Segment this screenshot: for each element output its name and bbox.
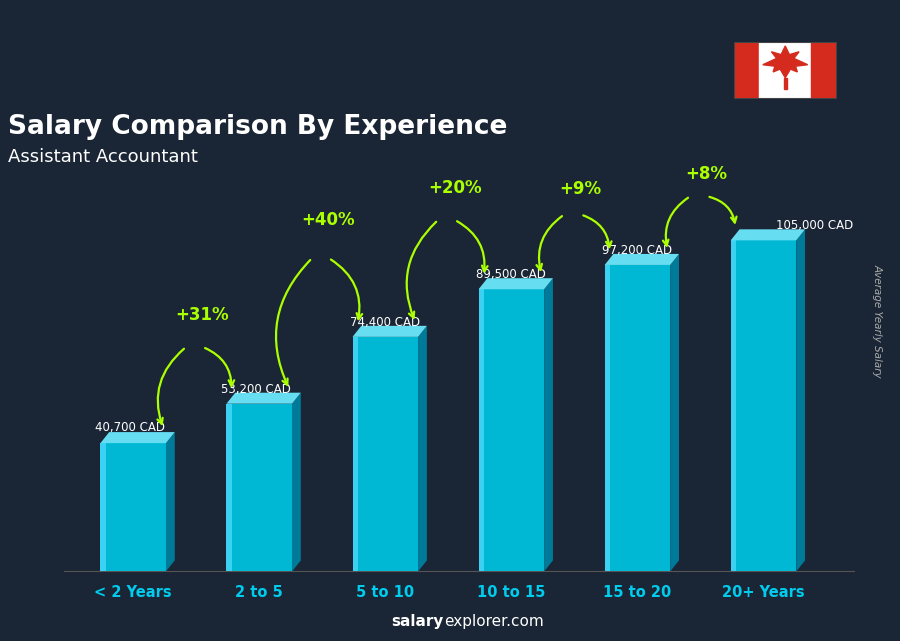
Polygon shape <box>227 404 292 572</box>
Polygon shape <box>353 337 357 572</box>
Bar <box>811 42 837 99</box>
Text: 53,200 CAD: 53,200 CAD <box>221 383 292 396</box>
Polygon shape <box>479 289 544 572</box>
Polygon shape <box>605 265 670 572</box>
Text: 89,500 CAD: 89,500 CAD <box>476 269 546 281</box>
Polygon shape <box>544 278 553 572</box>
Polygon shape <box>166 432 175 572</box>
Polygon shape <box>731 229 806 240</box>
Polygon shape <box>353 326 427 337</box>
Text: 97,200 CAD: 97,200 CAD <box>602 244 672 257</box>
Polygon shape <box>479 289 484 572</box>
Text: 40,700 CAD: 40,700 CAD <box>95 421 166 435</box>
Polygon shape <box>292 393 301 572</box>
Text: Average Yearly Salary: Average Yearly Salary <box>872 263 883 378</box>
Polygon shape <box>605 265 610 572</box>
Polygon shape <box>418 326 427 572</box>
Bar <box>734 42 760 99</box>
Text: 74,400 CAD: 74,400 CAD <box>350 316 420 329</box>
Polygon shape <box>605 254 679 265</box>
Polygon shape <box>101 443 166 572</box>
Text: Assistant Accountant: Assistant Accountant <box>8 147 198 166</box>
Polygon shape <box>763 46 807 78</box>
Polygon shape <box>101 432 175 443</box>
Polygon shape <box>353 337 418 572</box>
Text: +20%: +20% <box>428 179 482 197</box>
Polygon shape <box>101 443 105 572</box>
Text: explorer.com: explorer.com <box>444 615 544 629</box>
Polygon shape <box>731 240 736 572</box>
Polygon shape <box>227 393 301 404</box>
Polygon shape <box>227 404 231 572</box>
Text: +31%: +31% <box>176 306 230 324</box>
Bar <box>760 42 811 99</box>
Polygon shape <box>796 229 806 572</box>
Polygon shape <box>784 78 787 89</box>
Text: Salary Comparison By Experience: Salary Comparison By Experience <box>8 114 508 140</box>
Polygon shape <box>479 278 553 289</box>
Polygon shape <box>670 254 679 572</box>
Text: +8%: +8% <box>686 165 728 183</box>
Text: 105,000 CAD: 105,000 CAD <box>776 219 853 233</box>
Polygon shape <box>731 240 796 572</box>
Text: salary: salary <box>392 615 444 629</box>
Text: +9%: +9% <box>560 180 602 198</box>
Text: +40%: +40% <box>302 211 356 229</box>
